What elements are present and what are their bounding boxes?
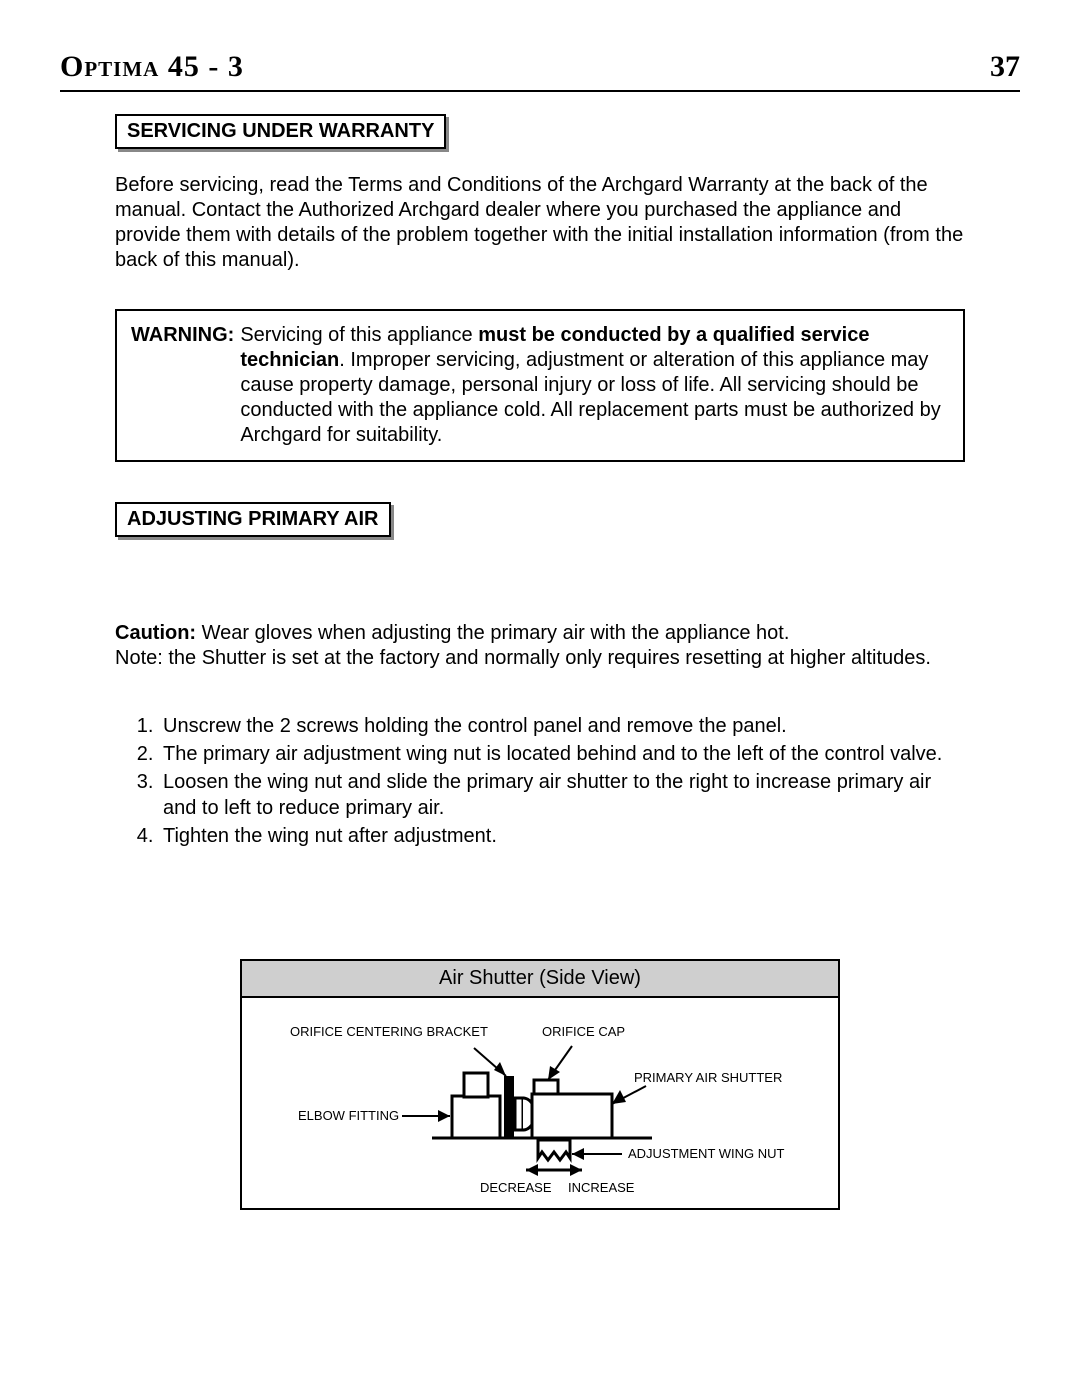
- label-wing-nut: ADJUSTMENT WING NUT: [628, 1146, 784, 1161]
- section-heading-warranty: SERVICING UNDER WARRANTY: [115, 114, 446, 149]
- page-content: SERVICING UNDER WARRANTY Before servicin…: [60, 114, 1020, 1210]
- spacer: [115, 673, 965, 709]
- header-rule: [60, 90, 1020, 92]
- label-orifice-cap: ORIFICE CAP: [542, 1024, 625, 1039]
- warning-lead: Servicing of this appliance: [240, 324, 478, 346]
- page-container: Optima 45 - 3 37 SERVICING UNDER WARRANT…: [0, 0, 1080, 1397]
- figure-box: Air Shutter (Side View): [240, 959, 840, 1210]
- warning-rest-text: . Improper servicing, adjustment or alte…: [240, 349, 940, 446]
- page-header: Optima 45 - 3 37: [60, 50, 1020, 84]
- caution-note: Note: the Shutter is set at the factory …: [115, 647, 931, 669]
- label-decrease: DECREASE: [480, 1180, 552, 1195]
- label-primary-shutter: PRIMARY AIR SHUTTER: [634, 1070, 782, 1085]
- step-item: Tighten the wing nut after adjustment.: [159, 823, 965, 849]
- step-item: Loosen the wing nut and slide the primar…: [159, 769, 965, 821]
- document-title: Optima 45 - 3: [60, 50, 244, 84]
- label-increase: INCREASE: [568, 1180, 634, 1195]
- spacer: [115, 561, 965, 621]
- warning-box: WARNING: Servicing of this appliance mus…: [115, 309, 965, 462]
- caution-paragraph: Caution: Wear gloves when adjusting the …: [115, 621, 965, 671]
- warning-body: Servicing of this appliance must be cond…: [240, 323, 949, 448]
- step-item: The primary air adjustment wing nut is l…: [159, 741, 965, 767]
- caution-label: Caution:: [115, 622, 196, 644]
- step-item: Unscrew the 2 screws holding the control…: [159, 713, 965, 739]
- label-elbow-fitting: ELBOW FITTING: [298, 1108, 399, 1123]
- warranty-paragraph: Before servicing, read the Terms and Con…: [115, 173, 965, 273]
- figure-title: Air Shutter (Side View): [242, 961, 838, 998]
- section-heading-air: ADJUSTING PRIMARY AIR: [115, 502, 391, 537]
- label-orifice-bracket: ORIFICE CENTERING BRACKET: [290, 1024, 488, 1039]
- figure-wrap: Air Shutter (Side View): [115, 959, 965, 1210]
- warning-label: WARNING:: [131, 323, 240, 448]
- warning-text: WARNING: Servicing of this appliance mus…: [131, 323, 949, 448]
- caution-text: Wear gloves when adjusting the primary a…: [196, 622, 789, 644]
- page-number: 37: [990, 50, 1020, 84]
- steps-list: Unscrew the 2 screws holding the control…: [159, 713, 965, 849]
- figure-body: ORIFICE CENTERING BRACKET ORIFICE CAP EL…: [242, 998, 838, 1208]
